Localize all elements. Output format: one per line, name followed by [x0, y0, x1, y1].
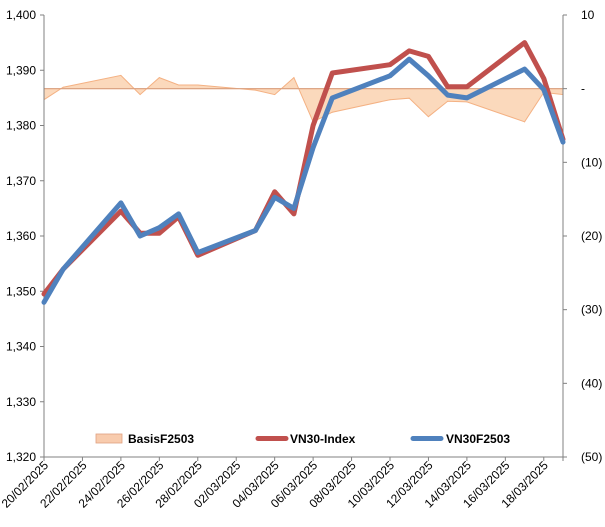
vn30f2503-point: [426, 73, 431, 78]
vn30f2503-point: [118, 200, 123, 205]
axes: [40, 14, 567, 461]
left-axis-tick-label: 1,390: [6, 63, 36, 77]
vn30-index-point: [42, 292, 46, 297]
right-axis-tick-label: (40): [581, 376, 602, 390]
basis-point: [254, 89, 256, 91]
basis-point: [139, 94, 141, 96]
left-axis-tick-label: 1,320: [6, 450, 36, 464]
basis-area-layer: [43, 74, 564, 123]
vn30f2503-point: [464, 95, 469, 100]
vn30-index-point: [522, 40, 527, 45]
right-axis-tick-label: (10): [581, 155, 602, 169]
series-lines: [41, 40, 566, 305]
left-axis-tick-label: 1,350: [6, 284, 36, 298]
right-axis-tick-label: (20): [581, 229, 602, 243]
vn30f2503-point: [330, 95, 335, 100]
legend-label-basis: BasisF2503: [128, 432, 194, 446]
vn30f2503-point: [291, 206, 296, 211]
vn30f2503-point: [157, 225, 162, 230]
vn30-index-point: [388, 62, 392, 67]
vn30f2503-point: [253, 228, 258, 233]
basis-point: [466, 101, 468, 103]
vn30f2503-point: [311, 145, 316, 150]
vn30f2503-point: [272, 195, 277, 200]
vn30-index-point: [407, 48, 412, 53]
vn30-index-point: [464, 84, 469, 89]
basis-point: [178, 84, 180, 86]
legend-label-vn30f2503: VN30F2503: [446, 432, 510, 446]
basis-point: [389, 99, 391, 101]
vn30f2503-point: [541, 87, 546, 92]
left-axis-tick-label: 1,380: [6, 119, 36, 133]
vn30-index-point: [311, 123, 316, 128]
basis-point: [427, 116, 429, 118]
basis-point: [293, 77, 295, 79]
vn30f2503-line: [41, 56, 566, 305]
vn30f2503-point: [61, 267, 66, 272]
right-axis-tick-label: (50): [581, 450, 602, 464]
right-axis-tick-label: -: [581, 82, 585, 96]
vn30f2503-point: [42, 300, 46, 305]
basis-point: [524, 121, 526, 123]
vn30-index-point: [426, 54, 431, 59]
vn30-index-point: [118, 209, 123, 214]
vn30f2503-point: [522, 67, 527, 72]
basis-area: [43, 74, 564, 123]
left-axis-tick-label: 1,340: [6, 340, 36, 354]
vn30f2503-point: [195, 250, 200, 255]
basis-point: [408, 97, 410, 99]
legend-label-vn30-index: VN30-Index: [290, 432, 356, 446]
vn30-index-point: [272, 189, 277, 194]
legend-swatch-basis: [95, 433, 123, 444]
vn30f2503-point: [138, 234, 143, 238]
left-axis-tick-label: 1,400: [6, 8, 36, 22]
vn30-index-point: [541, 76, 546, 81]
right-axis-tick-label: (30): [581, 303, 602, 317]
right-axis-tick-label: 10: [581, 8, 595, 22]
vn30f2503-point: [561, 140, 565, 145]
vn30-index-point: [330, 71, 335, 76]
vn30-index-point: [291, 211, 296, 216]
basis-point: [158, 77, 160, 79]
vn30f2503-point: [407, 57, 412, 62]
vn30f2503-point: [445, 93, 450, 98]
vn30-index-point: [157, 231, 162, 236]
basis-point: [331, 111, 333, 113]
vn30-index-point: [445, 84, 450, 89]
legend: BasisF2503 VN30-Index VN30F2503: [95, 432, 510, 446]
vn30f2503-point: [176, 211, 181, 216]
basis-point: [197, 84, 199, 86]
vn30f2503-point: [388, 73, 392, 78]
basis-point: [62, 86, 64, 88]
basis-point: [120, 74, 122, 76]
left-axis-tick-label: 1,360: [6, 229, 36, 243]
basis-point: [447, 100, 449, 102]
basis-point: [274, 94, 276, 96]
left-axis-tick-label: 1,330: [6, 395, 36, 409]
left-axis-tick-label: 1,370: [6, 174, 36, 188]
